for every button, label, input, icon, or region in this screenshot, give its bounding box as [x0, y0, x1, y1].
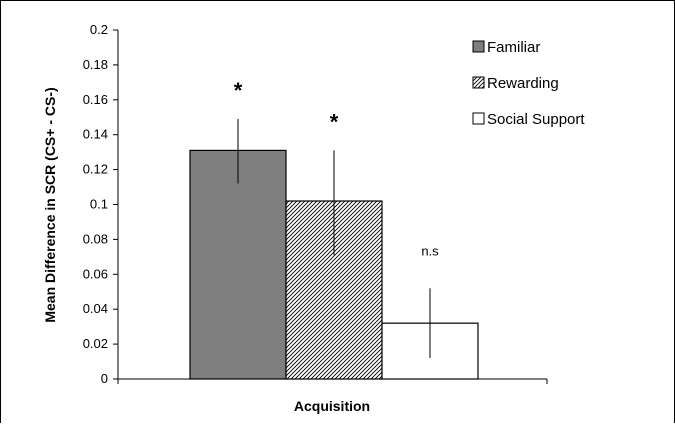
legend: Familiar Rewarding Social Support [472, 39, 585, 128]
legend-label: Social Support [487, 111, 585, 128]
bars [189, 149, 479, 380]
bar-familiar [189, 149, 287, 380]
y-tick-label: 0.04 [83, 301, 108, 316]
axes: 0 0.02 0.04 0.06 0.08 0.1 0.12 0.14 0.16 0.18 0.2 [83, 22, 548, 386]
legend-swatch-familiar [472, 40, 485, 53]
error-bars [237, 118, 431, 359]
y-tick-label: 0.16 [83, 92, 108, 107]
y-tick-label: 0.02 [83, 336, 108, 351]
legend-label: Familiar [487, 39, 540, 56]
y-tick-label: 0 [101, 371, 108, 386]
y-axis-title: Mean Difference in SCR (CS+ - CS-) [42, 87, 58, 322]
y-tick-label: 0.18 [83, 57, 108, 72]
y-tick-label: 0.1 [90, 197, 108, 212]
y-tick-label: 0.12 [83, 162, 108, 177]
y-tick-label: 0.14 [83, 127, 108, 142]
significance-star: * [234, 78, 243, 103]
y-tick-label: 0.2 [90, 22, 108, 37]
significance-annotations: * * n.s [234, 78, 439, 258]
significance-star: * [330, 109, 339, 134]
y-tick-label: 0.06 [83, 266, 108, 281]
significance-label: n.s [421, 243, 439, 258]
legend-label: Rewarding [487, 75, 559, 92]
x-axis-title: Acquisition [294, 398, 370, 414]
y-tick-label: 0.08 [83, 231, 108, 246]
legend-swatch-social-support [472, 112, 485, 125]
legend-swatch-rewarding [472, 76, 485, 89]
